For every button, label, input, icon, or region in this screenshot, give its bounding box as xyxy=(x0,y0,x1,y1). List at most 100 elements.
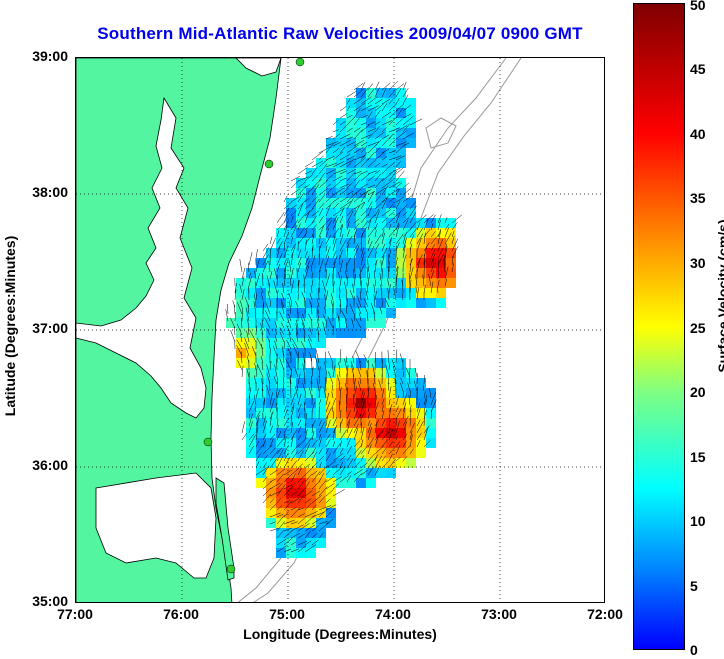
velocity-vector xyxy=(360,412,365,420)
velocity-vector xyxy=(360,401,365,413)
velocity-vector xyxy=(325,187,333,196)
velocity-vector xyxy=(311,451,317,462)
velocity-cell xyxy=(326,168,336,178)
velocity-vector xyxy=(292,343,299,357)
velocity-cell xyxy=(266,498,276,508)
velocity-vector xyxy=(353,245,360,259)
velocity-cell xyxy=(336,318,346,328)
station-marker[interactable] xyxy=(295,58,305,67)
velocity-vector xyxy=(311,423,314,434)
map-grid xyxy=(76,58,604,602)
velocity-vector xyxy=(325,392,330,406)
velocity-vector xyxy=(332,463,339,469)
velocity-vector xyxy=(353,158,365,168)
velocity-cell xyxy=(386,438,396,448)
velocity-vector xyxy=(374,234,382,245)
velocity-vector xyxy=(325,419,331,434)
velocity-cell xyxy=(436,288,446,298)
velocity-vector xyxy=(332,466,343,476)
velocity-vector xyxy=(248,252,253,266)
velocity-vector xyxy=(311,490,320,497)
colorbar-tick-label: 35 xyxy=(690,190,706,206)
velocity-vector xyxy=(400,383,404,392)
velocity-vector xyxy=(367,453,375,462)
velocity-cell xyxy=(326,158,336,168)
velocity-vector xyxy=(304,210,310,224)
velocity-vector xyxy=(360,422,362,434)
velocity-cell xyxy=(376,188,386,198)
velocity-cell xyxy=(326,208,336,218)
velocity-cell xyxy=(286,528,296,538)
velocity-cell xyxy=(306,288,316,298)
velocity-vector xyxy=(428,274,432,287)
velocity-vector xyxy=(297,213,307,224)
velocity-cell xyxy=(296,258,306,268)
velocity-vector xyxy=(295,323,299,336)
velocity-vector xyxy=(388,133,394,140)
station-marker[interactable] xyxy=(264,159,274,169)
velocity-vector xyxy=(437,214,442,224)
velocity-vector xyxy=(318,179,328,189)
station-marker[interactable] xyxy=(226,564,236,574)
velocity-vector xyxy=(240,351,243,364)
velocity-vector xyxy=(304,251,308,259)
velocity-vector xyxy=(351,318,355,329)
velocity-vector xyxy=(240,333,243,343)
velocity-vector xyxy=(346,159,354,168)
velocity-cell xyxy=(246,368,256,378)
velocity-vector xyxy=(346,98,351,105)
velocity-vector xyxy=(297,513,305,518)
velocity-cell xyxy=(386,448,396,458)
velocity-vector xyxy=(346,454,352,462)
velocity-vector xyxy=(290,548,300,553)
velocity-vector xyxy=(381,222,389,231)
velocity-vector xyxy=(302,363,306,378)
velocity-vector xyxy=(367,265,370,273)
velocity-vector xyxy=(430,248,436,259)
velocity-vector xyxy=(325,460,336,469)
velocity-cell xyxy=(346,118,356,128)
velocity-vector xyxy=(381,111,392,119)
velocity-cell xyxy=(346,98,356,108)
velocity-vector xyxy=(374,351,376,364)
velocity-cell xyxy=(286,518,296,528)
velocity-vector xyxy=(339,275,342,287)
velocity-cell xyxy=(406,218,416,228)
velocity-vector xyxy=(395,125,408,133)
velocity-vector xyxy=(332,228,340,238)
velocity-vector xyxy=(381,148,390,154)
velocity-vector xyxy=(297,223,301,231)
velocity-cell xyxy=(416,298,426,308)
velocity-cell xyxy=(326,468,336,478)
velocity-cell xyxy=(356,108,366,118)
velocity-cell xyxy=(326,248,336,258)
velocity-cell xyxy=(406,378,416,388)
velocity-vector xyxy=(236,339,243,350)
velocity-cell xyxy=(386,358,396,368)
velocity-vector xyxy=(297,495,304,504)
velocity-vector xyxy=(360,227,367,238)
velocity-vector xyxy=(282,384,285,392)
velocity-vector xyxy=(353,218,360,224)
velocity-cell xyxy=(356,268,366,278)
velocity-vector xyxy=(318,146,331,154)
velocity-vector xyxy=(381,194,390,203)
velocity-cell xyxy=(316,518,326,528)
velocity-cell xyxy=(376,458,386,468)
velocity-cell xyxy=(256,328,266,338)
station-marker[interactable] xyxy=(203,437,213,447)
velocity-cell xyxy=(336,298,346,308)
velocity-vector xyxy=(230,317,236,329)
velocity-vector xyxy=(367,238,370,245)
velocity-cell xyxy=(246,358,256,368)
map-panel[interactable] xyxy=(75,57,605,603)
velocity-cell xyxy=(286,548,296,558)
velocity-vector xyxy=(262,444,273,455)
velocity-vector xyxy=(325,470,331,476)
velocity-vector xyxy=(276,473,284,483)
velocity-cell xyxy=(356,98,366,108)
velocity-cell xyxy=(276,228,286,238)
velocity-vector xyxy=(255,388,259,399)
velocity-vector xyxy=(325,453,331,462)
velocity-vector xyxy=(353,423,359,434)
